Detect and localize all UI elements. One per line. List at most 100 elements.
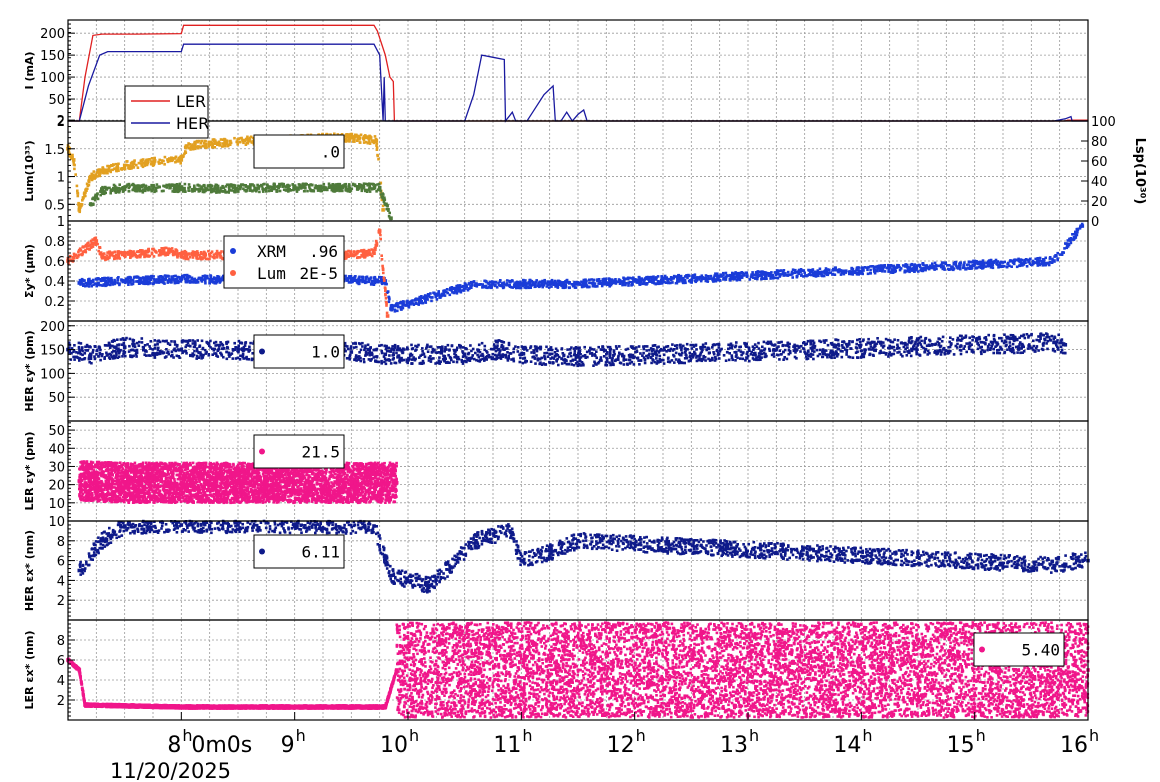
data-point [782, 270, 785, 273]
data-point [239, 188, 242, 191]
data-point [593, 279, 596, 282]
data-point [1019, 264, 1022, 267]
data-point [147, 250, 150, 253]
data-point [393, 305, 396, 308]
data-point [757, 270, 760, 273]
data-point [554, 282, 557, 285]
data-point [845, 269, 848, 272]
data-point [73, 163, 76, 166]
data-point [217, 278, 220, 281]
data-point [831, 269, 834, 272]
data-point [92, 279, 95, 282]
data-point [388, 301, 391, 304]
data-point [995, 263, 998, 266]
data-point [387, 296, 390, 299]
data-point [184, 190, 187, 193]
data-point [929, 266, 932, 269]
data-point [705, 274, 708, 277]
data-point [162, 282, 165, 285]
data-point [356, 188, 359, 191]
data-point [396, 310, 399, 313]
data-point [163, 251, 166, 254]
data-point [682, 281, 685, 284]
data-point [365, 141, 368, 144]
data-point [173, 251, 176, 254]
data-point [180, 253, 184, 257]
data-point [139, 190, 142, 193]
data-point [376, 183, 379, 186]
data-point [76, 192, 79, 195]
data-point [171, 183, 174, 186]
data-point [310, 190, 313, 193]
data-point [981, 261, 984, 264]
data-point [363, 182, 366, 185]
data-point [146, 187, 150, 191]
data-point [154, 280, 157, 283]
data-point [265, 190, 268, 193]
data-point [371, 187, 374, 190]
data-point [597, 282, 600, 285]
data-point [992, 352, 995, 355]
data-point [365, 135, 368, 138]
data-point [185, 144, 189, 148]
data-point [216, 275, 219, 278]
data-point [529, 286, 532, 289]
data-point [952, 269, 955, 272]
data-point [353, 277, 356, 280]
data-point [859, 270, 862, 273]
data-point [506, 284, 509, 287]
data-point [158, 159, 161, 162]
data-point [374, 135, 377, 138]
data-point [1026, 265, 1029, 268]
data-point [175, 159, 178, 162]
data-point [942, 268, 945, 271]
data-point [105, 277, 108, 280]
data-point [112, 255, 115, 258]
data-point [208, 282, 211, 285]
data-point [422, 302, 425, 305]
data-point [348, 184, 351, 187]
data-point [652, 280, 655, 283]
data-point [623, 280, 626, 283]
data-point [303, 190, 306, 193]
data-point [1075, 234, 1078, 237]
data-point [719, 275, 722, 278]
data-point [200, 277, 203, 280]
data-point [743, 274, 746, 277]
data-point [787, 274, 790, 277]
data-point [698, 276, 701, 279]
data-point [376, 244, 379, 247]
data-point [458, 287, 461, 290]
data-point [180, 158, 184, 162]
data-point [218, 141, 221, 144]
data-point [375, 190, 378, 193]
data-point [176, 185, 179, 188]
data-point [197, 278, 200, 281]
data-point [1052, 259, 1056, 263]
data-point [934, 262, 937, 265]
data-point [574, 286, 577, 289]
data-point [145, 254, 148, 257]
data-point [100, 189, 104, 193]
data-point [470, 284, 473, 287]
data-point [810, 274, 813, 277]
data-point [161, 277, 164, 280]
data-point [1032, 260, 1035, 263]
data-point [136, 276, 139, 279]
data-point [524, 280, 527, 283]
data-point [1074, 231, 1077, 234]
data-point [965, 267, 968, 270]
data-point [378, 186, 382, 190]
data-point [525, 282, 528, 285]
data-point [367, 183, 370, 186]
data-point [375, 240, 378, 243]
data-point [191, 252, 194, 255]
data-point [415, 297, 418, 300]
data-point [892, 265, 895, 268]
data-point [976, 266, 979, 269]
data-point [379, 234, 382, 237]
data-point [165, 247, 168, 250]
data-point [850, 268, 853, 271]
data-point [95, 243, 98, 246]
data-point [694, 273, 697, 276]
